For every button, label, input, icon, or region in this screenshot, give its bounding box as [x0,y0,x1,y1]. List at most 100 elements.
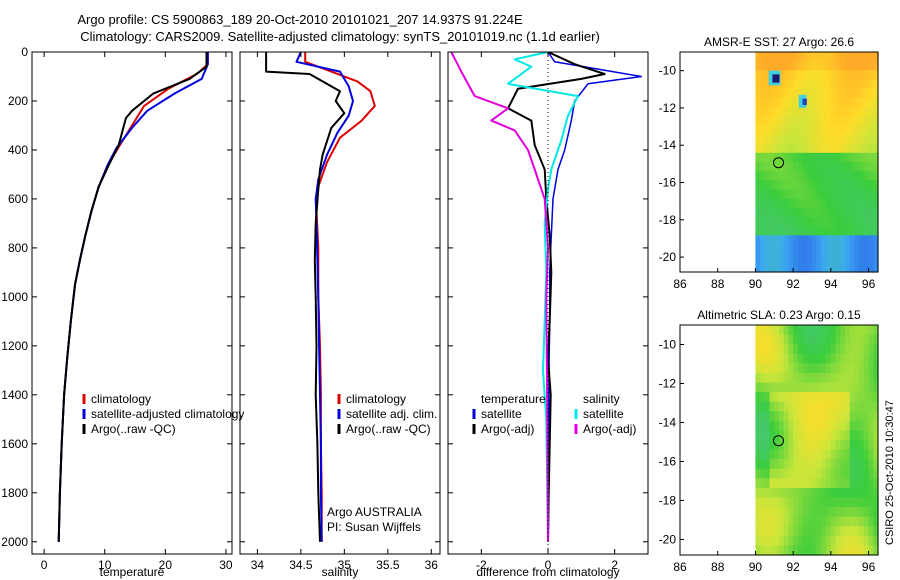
sst_map-cell [760,235,766,246]
sla_map-cell [835,449,841,460]
temperature-xlabel: temperature [100,565,165,579]
sla_map-cell [849,411,856,422]
sla_map-cell [830,507,837,518]
sla_map-cell [793,372,799,384]
sst_map-cell [802,217,808,227]
sla_map-cell [840,325,846,336]
sst_map-cell [868,134,874,145]
sla_map-cell [849,353,856,364]
sst_map-cell [812,79,818,90]
sst_map-cell [783,207,790,218]
sla_map-cell [812,382,818,393]
sla_map-cell [849,526,856,537]
sla_map-cell [788,430,794,441]
sla_map-cell [835,411,841,422]
sst_map-cell [779,152,785,163]
sst_map-xtick-label: 96 [862,277,876,291]
sst_map-cell [755,262,761,273]
sst_map-cell [849,262,856,273]
sla_map-cell [859,497,865,508]
sst_map-cell [821,198,827,209]
sla_map-cell [816,392,823,403]
sst_map-cell [788,217,794,227]
sla_map-cell [816,440,823,451]
sst_map-cell [760,244,766,255]
sst_map-cell [760,162,766,172]
sst_map-cell [873,61,879,71]
sst_map-cell [764,88,771,99]
sst_map-cell [830,97,837,108]
sst_map-cell [760,88,766,99]
sla_map-cell [779,459,785,470]
sla_map-cell [868,420,874,432]
sla_map-cell [816,411,823,422]
sla_map-cell [849,468,856,479]
sst_map-cell [849,244,856,255]
sla_map-cell [826,430,832,441]
sla_map-cell [783,507,790,518]
sst_map-cell [816,217,823,227]
sst_map-cell [859,253,865,264]
sla_map-title: Altimetric SLA: 0.23 Argo: 0.15 [697,308,861,322]
temperature-xtick-label: 20 [159,558,173,572]
sst_map-cell [783,97,790,108]
sst_map-cell [783,70,790,81]
sla_map-cell [840,334,846,345]
sla_map-cell [840,468,846,479]
sla_map-cell [821,468,827,479]
sst_map-cell [755,152,761,163]
sla_map-cell [783,325,790,336]
sla_map-cell [788,440,794,451]
temperature-ytick-label: 1400 [1,388,28,402]
sla_map-cell [821,325,827,336]
sst_map-cell [760,217,766,227]
sla_map-cell [769,353,775,364]
sla_map-cell [830,334,837,345]
sla_map-cell [769,372,775,384]
sla_map-cell [845,353,851,364]
sst_map-cell [845,107,851,117]
sst_map-cell [774,235,780,246]
sst_map-cell [835,134,841,145]
sst_map-cell [793,134,799,145]
sla_map-cell [845,411,851,422]
sst_map-cell [826,180,832,191]
sla_map-cell [774,363,780,374]
sst_map-cell [760,189,766,200]
sst_map-cell [779,217,785,227]
sst_map-cell [845,152,851,163]
sla_map-cell [863,420,870,432]
sst_map-cell [793,52,799,62]
sla_map-cell [807,344,813,355]
sla_map-cell [863,487,870,499]
sla_map-cell [783,382,790,393]
sst_map-cell [807,116,813,126]
sla_map-cell [764,535,771,547]
sla_map-cell [779,449,785,460]
sla_map-cell [769,459,775,470]
sst_map-cell [849,189,856,200]
sla_map-cell [793,545,799,556]
sst_map-cell [854,171,860,181]
sst_map-cell [854,235,860,246]
sla_map-cell [821,372,827,384]
sst_map-cell [859,207,865,218]
sla_map-cell [788,507,794,518]
sla_map-cell [760,497,766,508]
sst_map-cell [868,244,874,255]
sst_map-cell [826,107,832,117]
sst_map-cell [760,116,766,126]
sst_map-cell [873,207,879,218]
sst_map-cell [863,134,870,145]
sla_map-cell [774,526,780,537]
sst_map-cell [760,253,766,264]
sla_map-cell [793,363,799,374]
sla_map-cell [793,516,799,527]
sla_map-cell [755,430,761,441]
sla_map-cell [812,411,818,422]
sst_map-cell [840,171,846,181]
salinity-xtick-label: 34.5 [289,558,313,572]
sla_map-cell [755,468,761,479]
sst_map-cell [812,143,818,154]
sst_map-cell [769,88,775,99]
